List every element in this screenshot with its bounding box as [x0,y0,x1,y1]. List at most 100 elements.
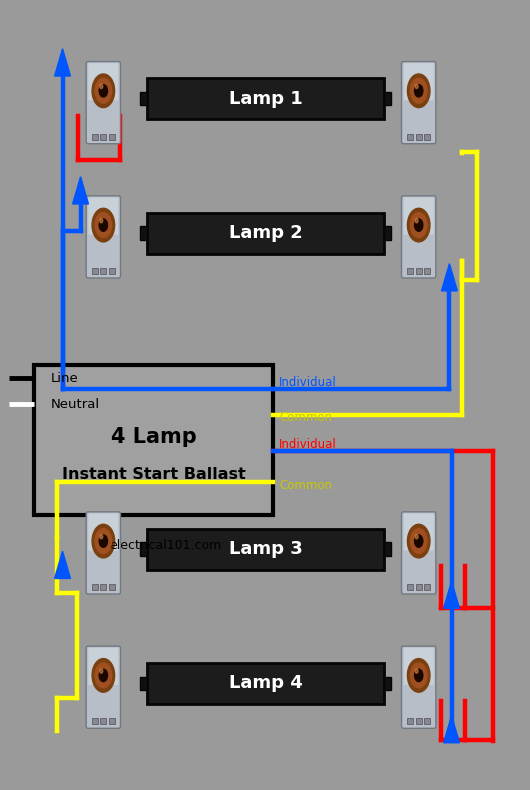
Bar [92,134,98,140]
FancyBboxPatch shape [404,514,434,551]
Polygon shape [441,264,457,291]
Bar [147,213,384,254]
FancyBboxPatch shape [86,512,120,594]
Circle shape [100,219,103,223]
Bar [100,718,107,724]
Text: Lamp 3: Lamp 3 [229,540,303,558]
Polygon shape [55,49,70,76]
Bar [424,268,430,274]
Polygon shape [444,581,460,608]
Circle shape [408,209,430,242]
Text: Lamp 1: Lamp 1 [229,90,303,107]
Bar [140,543,147,555]
Text: Line: Line [50,372,78,385]
FancyBboxPatch shape [86,196,120,278]
Circle shape [92,525,114,558]
Circle shape [92,74,114,107]
Circle shape [414,669,423,682]
Text: electrical101.com: electrical101.com [110,539,222,551]
Bar [384,92,391,105]
Circle shape [414,85,423,97]
Bar [408,584,413,590]
Circle shape [95,529,112,554]
Bar [147,663,384,704]
FancyBboxPatch shape [89,648,118,685]
FancyBboxPatch shape [89,198,118,235]
Bar [109,134,114,140]
Circle shape [408,525,430,558]
Circle shape [95,663,112,688]
Circle shape [410,663,427,688]
Circle shape [95,213,112,238]
Circle shape [408,659,430,692]
Text: Individual: Individual [279,376,337,389]
Bar [109,268,114,274]
Bar [109,718,114,724]
Circle shape [99,219,108,231]
Text: Instant Start Ballast: Instant Start Ballast [62,467,245,482]
Bar [100,584,107,590]
Bar [416,134,422,140]
Circle shape [414,535,423,547]
FancyBboxPatch shape [86,646,120,728]
Text: 4 Lamp: 4 Lamp [111,427,197,447]
Bar [408,268,413,274]
Bar [92,718,98,724]
Circle shape [410,213,427,238]
Polygon shape [444,716,460,743]
FancyBboxPatch shape [404,648,434,685]
Bar [34,365,273,515]
Bar [109,584,114,590]
FancyBboxPatch shape [402,646,436,728]
Bar [140,227,147,239]
Circle shape [410,529,427,554]
Circle shape [410,78,427,103]
Bar [147,78,384,119]
Circle shape [99,535,108,547]
Bar [100,134,107,140]
Bar [100,268,107,274]
Circle shape [92,209,114,242]
Bar [408,718,413,724]
Circle shape [92,659,114,692]
Circle shape [415,85,418,88]
Bar [408,134,413,140]
FancyBboxPatch shape [86,62,120,144]
FancyBboxPatch shape [89,63,118,100]
Circle shape [414,219,423,231]
Bar [384,227,391,239]
FancyBboxPatch shape [402,196,436,278]
Bar [140,677,147,690]
FancyBboxPatch shape [404,198,434,235]
FancyBboxPatch shape [402,512,436,594]
Bar [147,529,384,570]
Bar [424,718,430,724]
FancyBboxPatch shape [89,514,118,551]
Bar [424,584,430,590]
Circle shape [100,85,103,88]
Text: Neutral: Neutral [50,397,100,411]
Circle shape [99,669,108,682]
Circle shape [100,535,103,539]
Circle shape [415,535,418,539]
Circle shape [99,85,108,97]
FancyBboxPatch shape [404,63,434,100]
Bar [384,677,391,690]
Text: Common: Common [279,411,332,424]
Bar [92,584,98,590]
Polygon shape [73,177,89,204]
Polygon shape [55,551,70,578]
Text: Lamp 2: Lamp 2 [229,224,303,242]
Bar [92,268,98,274]
FancyBboxPatch shape [402,62,436,144]
Circle shape [100,669,103,673]
Bar [424,134,430,140]
Circle shape [95,78,112,103]
Circle shape [415,219,418,223]
Circle shape [408,74,430,107]
Bar [416,718,422,724]
Text: Common: Common [279,479,332,491]
Bar [416,268,422,274]
Circle shape [415,669,418,673]
Text: Lamp 4: Lamp 4 [229,675,303,692]
